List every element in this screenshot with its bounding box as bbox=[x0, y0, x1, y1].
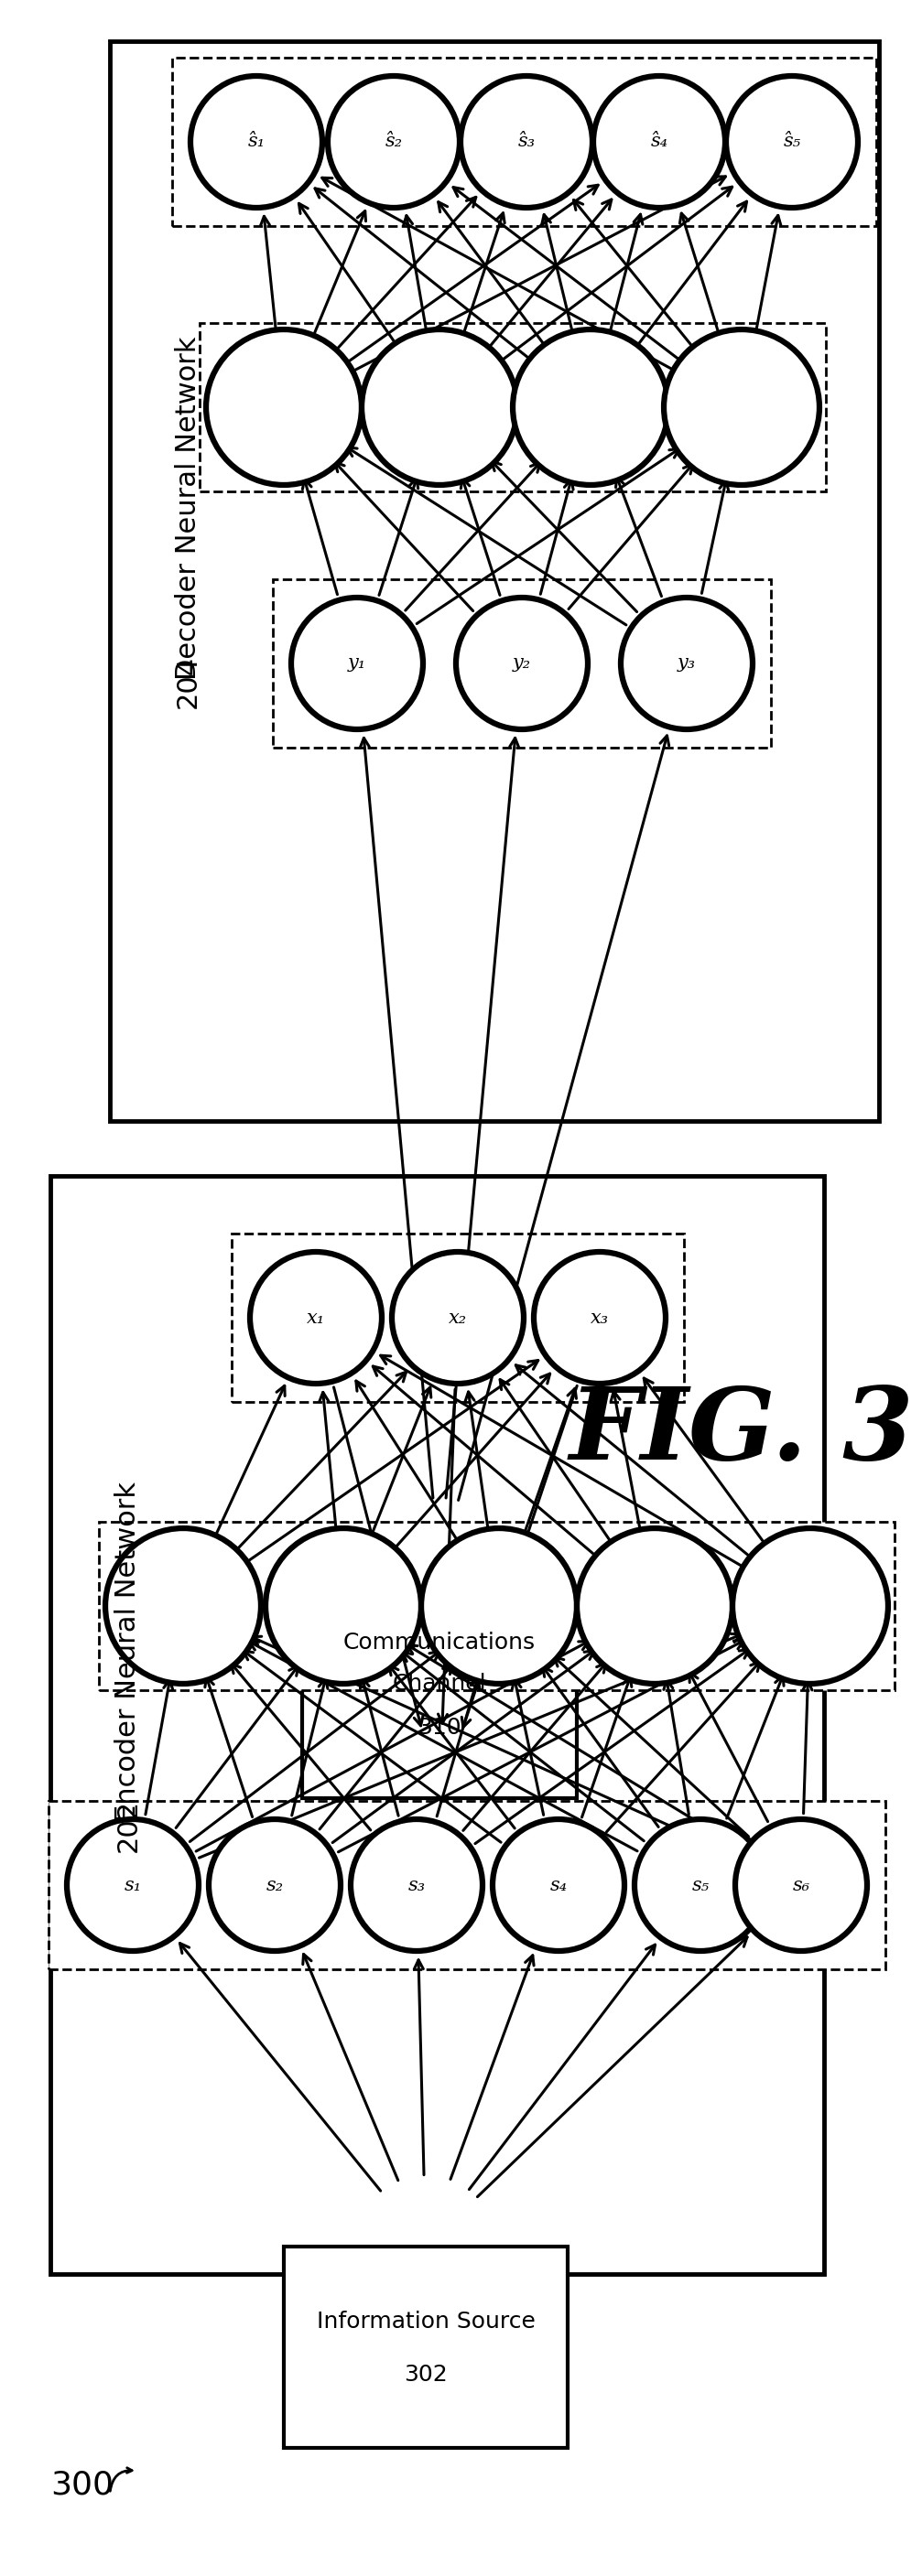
Text: y₂: y₂ bbox=[513, 654, 531, 672]
Circle shape bbox=[513, 330, 668, 484]
Text: Encoder Neural Network: Encoder Neural Network bbox=[115, 1481, 141, 1821]
Text: FIG. 3: FIG. 3 bbox=[569, 1383, 914, 1481]
Circle shape bbox=[421, 1528, 577, 1685]
Text: s₄: s₄ bbox=[550, 1875, 567, 1893]
Circle shape bbox=[621, 598, 752, 729]
Circle shape bbox=[66, 1819, 198, 1950]
Text: 202: 202 bbox=[115, 1798, 141, 1852]
Circle shape bbox=[664, 330, 820, 484]
Circle shape bbox=[726, 75, 857, 209]
Bar bbox=[302, 1569, 577, 1798]
Text: 310: 310 bbox=[418, 1716, 461, 1739]
Bar bbox=[110, 41, 879, 1121]
Circle shape bbox=[191, 75, 323, 209]
Circle shape bbox=[492, 1819, 624, 1950]
Circle shape bbox=[206, 330, 361, 484]
Text: 204: 204 bbox=[174, 654, 201, 708]
Circle shape bbox=[250, 1252, 382, 1383]
Text: x₁: x₁ bbox=[307, 1309, 325, 1327]
Circle shape bbox=[350, 1819, 482, 1950]
Text: s₁: s₁ bbox=[124, 1875, 141, 1893]
Text: s₅: s₅ bbox=[692, 1875, 709, 1893]
Circle shape bbox=[732, 1528, 888, 1685]
Text: Channel: Channel bbox=[393, 1672, 487, 1695]
Text: ŝ₄: ŝ₄ bbox=[650, 134, 668, 149]
Bar bbox=[199, 322, 826, 492]
Bar bbox=[99, 1522, 894, 1690]
Circle shape bbox=[593, 75, 725, 209]
Text: Communications: Communications bbox=[343, 1631, 536, 1654]
Circle shape bbox=[392, 1252, 524, 1383]
Bar bbox=[172, 57, 876, 227]
Text: 302: 302 bbox=[404, 2365, 447, 2385]
Text: y₁: y₁ bbox=[348, 654, 366, 672]
Text: Information Source: Information Source bbox=[316, 2311, 535, 2334]
Text: y₃: y₃ bbox=[678, 654, 696, 672]
Circle shape bbox=[461, 75, 593, 209]
Text: s₆: s₆ bbox=[792, 1875, 810, 1893]
Text: ŝ₅: ŝ₅ bbox=[783, 134, 800, 149]
Circle shape bbox=[361, 330, 517, 484]
Circle shape bbox=[735, 1819, 867, 1950]
Circle shape bbox=[534, 1252, 666, 1383]
Circle shape bbox=[456, 598, 588, 729]
Bar bbox=[231, 1234, 684, 1401]
Text: 300: 300 bbox=[51, 2468, 114, 2501]
Bar bbox=[51, 1175, 824, 2275]
Text: x₃: x₃ bbox=[590, 1309, 609, 1327]
Text: s₂: s₂ bbox=[266, 1875, 283, 1893]
Circle shape bbox=[328, 75, 460, 209]
Circle shape bbox=[634, 1819, 766, 1950]
Text: Decoder Neural Network: Decoder Neural Network bbox=[174, 335, 201, 680]
Circle shape bbox=[105, 1528, 261, 1685]
Text: s₃: s₃ bbox=[408, 1875, 425, 1893]
Circle shape bbox=[577, 1528, 732, 1685]
Text: x₂: x₂ bbox=[449, 1309, 467, 1327]
Bar bbox=[284, 2246, 568, 2447]
Text: ŝ₂: ŝ₂ bbox=[385, 134, 403, 149]
Circle shape bbox=[208, 1819, 340, 1950]
Bar bbox=[273, 580, 771, 747]
Text: ŝ₃: ŝ₃ bbox=[518, 134, 535, 149]
Bar bbox=[49, 1801, 885, 1968]
Circle shape bbox=[291, 598, 423, 729]
Circle shape bbox=[266, 1528, 421, 1685]
Text: ŝ₁: ŝ₁ bbox=[248, 134, 266, 149]
